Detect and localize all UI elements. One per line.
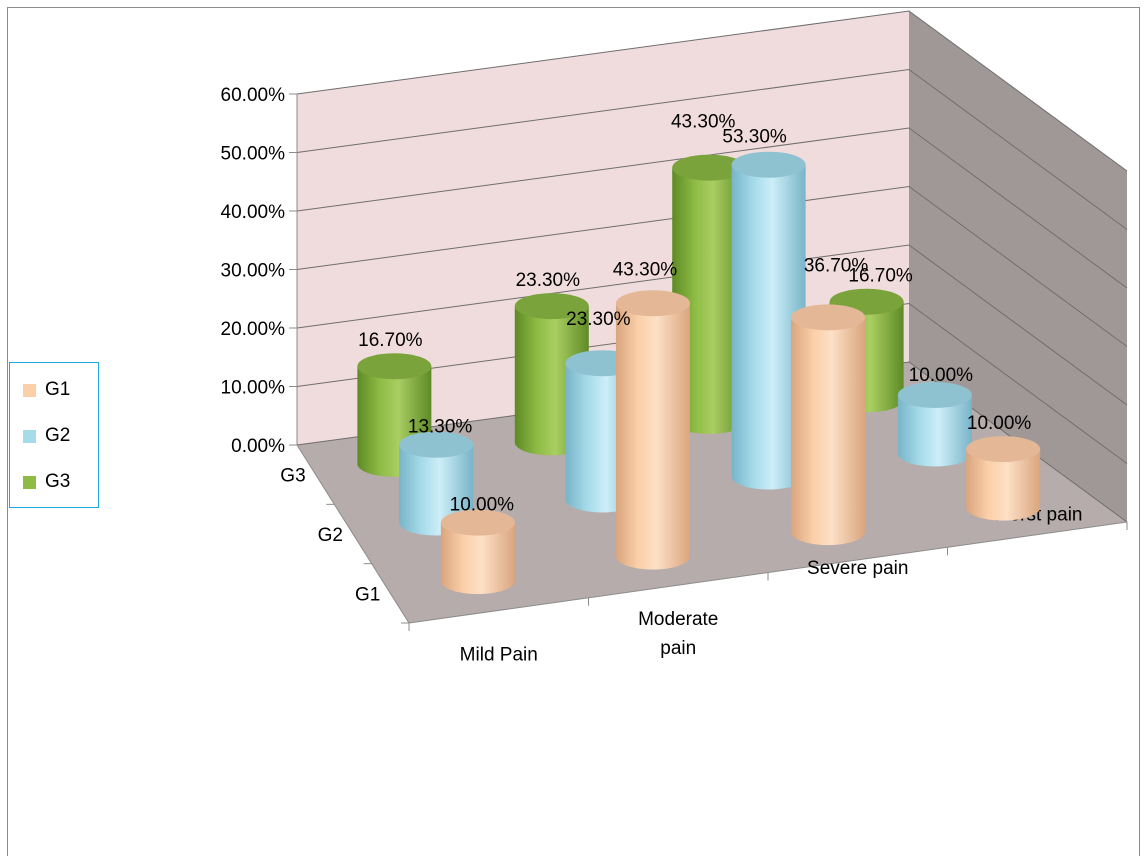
bar-top — [966, 436, 1041, 463]
data-label-g2-0: 13.30% — [408, 417, 473, 438]
legend-swatch-g3 — [23, 475, 36, 489]
y-axis-ticks: 0.00% 10.00% 20.00% 30.00% 40.00% 50.00% 60.00… — [221, 85, 297, 457]
gridline — [296, 68, 1128, 230]
legend-item-g3: G3 — [23, 471, 70, 493]
bar-top — [399, 431, 474, 458]
bar-body — [897, 395, 972, 467]
bar-g1-0 — [440, 509, 515, 595]
data-label-g1-1: 43.30% — [613, 259, 678, 280]
bar-top — [672, 154, 747, 181]
depth-axis-line — [296, 444, 410, 624]
bar-top — [440, 509, 515, 536]
category-tick-label: Severe pain — [807, 558, 908, 579]
depth-tick-label: G1 — [355, 584, 380, 605]
depth-tick-label: G2 — [318, 525, 343, 546]
gridline — [296, 244, 1128, 406]
data-label-g2-3: 10.00% — [909, 365, 974, 386]
y-tick-label: 60.00% — [221, 85, 286, 106]
bar-top — [615, 290, 690, 317]
chart-frame — [7, 7, 1140, 856]
legend-swatch-g2 — [23, 429, 36, 443]
data-label-g3-2: 43.30% — [671, 112, 736, 133]
depth-axis-ticks: G3 G2 G1 — [280, 444, 409, 624]
y-tick-label: 20.00% — [221, 319, 286, 340]
data-label-g3-1: 23.30% — [516, 270, 581, 291]
bar-body — [966, 449, 1041, 521]
legend-item-g1: G1 — [23, 379, 70, 401]
data-label-g1-2: 36.70% — [804, 255, 869, 276]
gridline — [296, 10, 1128, 172]
data-labels: 16.70% 23.30% 43.30% 16.70% 13.30% 23.30% 53.3… — [358, 112, 1031, 516]
y-tick-label: 0.00% — [231, 436, 285, 457]
bar-top — [897, 382, 972, 408]
bar-body — [440, 522, 515, 595]
bar-body — [791, 317, 866, 546]
legend-swatch-g1 — [23, 383, 36, 397]
bar-g1-3 — [966, 436, 1041, 521]
depth-tick-label: G3 — [280, 466, 305, 487]
legend-label-g3: G3 — [45, 471, 71, 492]
category-tick-label: Mild Pain — [460, 644, 538, 665]
legend-item-g2: G2 — [23, 425, 70, 447]
data-label-g2-1: 23.30% — [566, 309, 631, 330]
bar-g1-1 — [615, 290, 690, 570]
legend-label-g1: G1 — [45, 379, 71, 400]
gridline — [296, 127, 1128, 289]
legend: G1 G2 G3 — [9, 362, 99, 508]
bar-g2-2 — [731, 151, 806, 490]
bar-top — [731, 151, 806, 178]
gridlines — [296, 10, 1128, 523]
bar-body — [615, 303, 690, 570]
bar-g2-3 — [897, 382, 972, 467]
bar-g3-2 — [672, 154, 747, 434]
category-tick-label: Moderate pain — [638, 609, 718, 659]
bar-body — [731, 164, 806, 490]
y-tick-label: 30.00% — [221, 261, 286, 282]
legend-label-g2: G2 — [45, 425, 71, 446]
y-tick-label: 10.00% — [221, 378, 286, 399]
bar-top — [791, 304, 866, 331]
bar-g1-2 — [791, 304, 866, 546]
y-tick-label: 50.00% — [221, 144, 286, 165]
gridline — [296, 185, 1128, 347]
gridline — [296, 302, 1128, 464]
data-label-g3-3: 16.70% — [848, 266, 913, 287]
bar-body — [672, 167, 747, 434]
bar-top — [514, 293, 589, 320]
data-label-g3-0: 16.70% — [358, 330, 423, 351]
data-label-g2-2: 53.30% — [722, 127, 787, 148]
gridline — [296, 361, 1128, 523]
data-label-g1-0: 10.00% — [450, 495, 515, 516]
bar-top — [357, 353, 432, 380]
y-tick-label: 40.00% — [221, 202, 286, 223]
bars — [357, 151, 1041, 595]
data-label-g1-3: 10.00% — [967, 413, 1032, 434]
